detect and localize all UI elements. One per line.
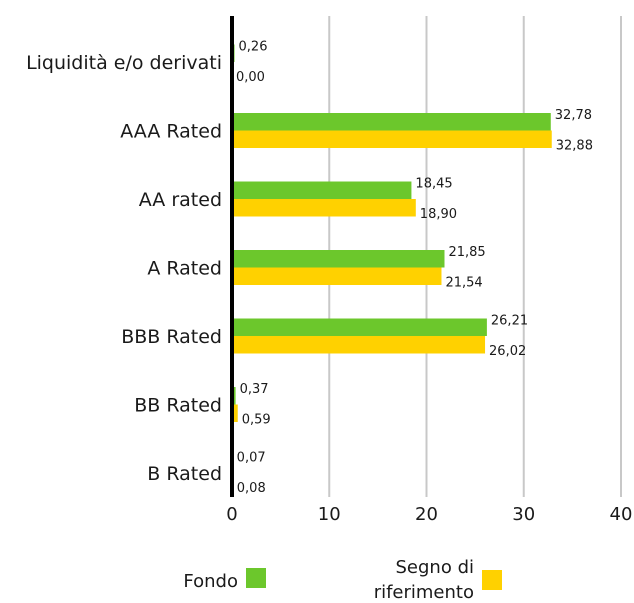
value-label: 0,59 [242, 412, 271, 427]
bar-fondo [232, 318, 487, 336]
category-label: AA rated [139, 189, 222, 211]
value-label: 0,26 [239, 39, 268, 54]
bar-riferimento [232, 404, 238, 422]
category-label: AAA Rated [120, 121, 222, 143]
value-label: 32,78 [555, 108, 592, 123]
value-label: 21,85 [448, 245, 485, 260]
value-label: 0,00 [236, 70, 265, 85]
category-label: BB Rated [134, 395, 222, 417]
legend-label-riferimento-line2: riferimento [374, 582, 474, 603]
bar-fondo [232, 181, 412, 199]
x-tick-label: 40 [610, 504, 633, 525]
bar-riferimento [232, 199, 416, 217]
legend-label-riferimento-line1: Segno di [396, 557, 475, 578]
value-labels: 0,26 0,00 32,78 32,88 18,45 18,90 21,85 21,54 26… [236, 39, 593, 496]
category-label: A Rated [147, 258, 222, 280]
bar-riferimento [232, 336, 486, 354]
bars [232, 44, 552, 491]
legend-label-fondo: Fondo [183, 571, 238, 592]
value-label: 0,07 [237, 450, 266, 465]
value-label: 18,45 [415, 176, 452, 191]
bar-fondo [232, 250, 445, 268]
value-label: 26,02 [489, 344, 526, 359]
category-label: BBB Rated [121, 326, 222, 348]
x-tick-label: 10 [318, 504, 341, 525]
legend-swatch-fondo [246, 568, 266, 588]
bar-fondo [232, 113, 551, 131]
x-tick-label: 0 [226, 504, 237, 525]
value-label: 18,90 [420, 207, 457, 222]
value-label: 0,08 [237, 481, 266, 496]
legend: Fondo Segno di riferimento [183, 557, 502, 603]
x-tick-label: 30 [512, 504, 535, 525]
value-label: 21,54 [445, 275, 482, 290]
category-labels: Liquidità e/o derivati AAA Rated AA rated A… [26, 52, 222, 485]
category-label: B Rated [147, 463, 222, 485]
x-tick-labels: 0 10 20 30 40 [226, 504, 632, 525]
legend-swatch-riferimento [482, 570, 502, 590]
bar-riferimento [232, 267, 442, 285]
x-tick-label: 20 [415, 504, 438, 525]
bar-riferimento [232, 130, 552, 148]
value-label: 32,88 [556, 138, 593, 153]
value-label: 0,37 [240, 382, 269, 397]
category-label: Liquidità e/o derivati [26, 52, 222, 74]
value-label: 26,21 [491, 313, 528, 328]
